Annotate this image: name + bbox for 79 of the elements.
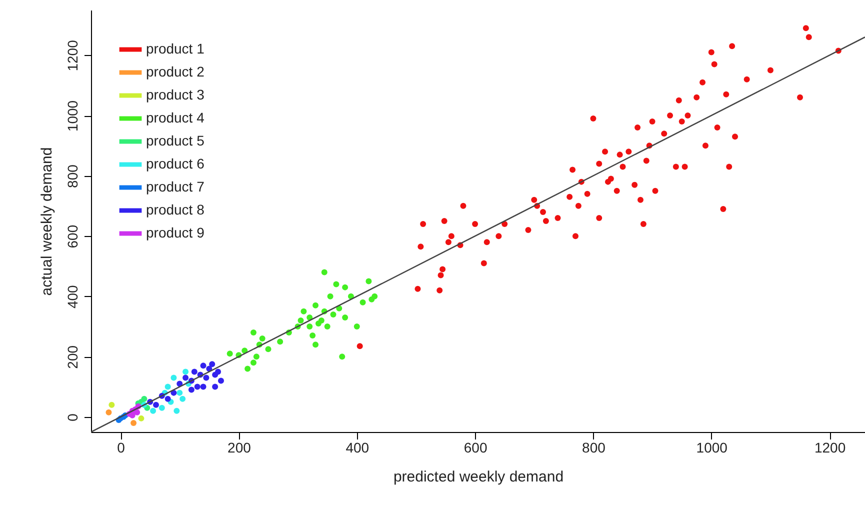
y-tick-label: 600 — [64, 224, 80, 248]
point — [200, 384, 206, 390]
point — [342, 314, 348, 320]
point — [298, 317, 304, 324]
y-tick-label: 800 — [64, 164, 80, 188]
y-tick-label: 1000 — [64, 100, 80, 132]
y-tick-label: 200 — [64, 345, 80, 369]
point — [354, 324, 360, 330]
point — [188, 386, 194, 393]
point — [366, 278, 372, 284]
point — [134, 409, 140, 416]
x-tick-label: 200 — [228, 440, 252, 456]
point — [372, 293, 378, 300]
legend-label: product 2 — [146, 64, 205, 80]
point — [300, 308, 307, 314]
point — [174, 408, 180, 414]
x-tick-label: 800 — [582, 440, 606, 456]
point — [244, 366, 251, 372]
legend-label: product 9 — [146, 224, 205, 240]
point — [277, 338, 284, 345]
point — [182, 368, 189, 375]
point — [318, 317, 324, 324]
point — [218, 378, 224, 384]
point — [250, 360, 256, 366]
point — [339, 354, 346, 360]
point — [327, 293, 334, 300]
point — [312, 342, 319, 348]
y-tick-label: 1200 — [64, 40, 80, 72]
y-tick-label: 0 — [64, 413, 80, 422]
point — [259, 336, 266, 342]
legend-label: product 7 — [146, 178, 205, 194]
legend-label: product 8 — [146, 202, 205, 218]
x-axis-title: predicted weekly demand — [393, 468, 564, 486]
point — [203, 374, 210, 381]
legend-label: product 4 — [146, 110, 205, 126]
point — [333, 281, 340, 288]
point — [215, 368, 222, 375]
point — [130, 420, 137, 426]
point — [250, 330, 256, 336]
point — [330, 311, 336, 318]
point — [312, 302, 319, 308]
point — [164, 396, 171, 402]
point — [265, 346, 272, 352]
legend-label: product 3 — [146, 86, 205, 102]
point — [108, 402, 115, 408]
point — [200, 362, 206, 369]
y-tick-label: 400 — [64, 284, 80, 309]
legend-label: product 6 — [146, 156, 205, 172]
y-axis-title: actual weekly demand — [38, 147, 56, 296]
point — [182, 374, 189, 381]
point — [138, 415, 144, 422]
point — [253, 354, 260, 360]
point — [141, 396, 148, 402]
point — [164, 384, 171, 390]
point — [176, 390, 183, 396]
point — [150, 408, 156, 414]
point — [106, 409, 112, 416]
x-tick-label: 1200 — [814, 440, 846, 456]
point — [226, 350, 233, 357]
legend-label: product 5 — [146, 132, 205, 148]
point — [152, 402, 159, 408]
point — [360, 299, 366, 306]
point — [158, 404, 165, 411]
point — [321, 269, 328, 276]
point — [180, 396, 186, 402]
point — [310, 332, 316, 339]
point — [170, 374, 177, 381]
point — [342, 284, 348, 290]
legend-label: product 1 — [146, 40, 205, 56]
point — [306, 324, 313, 330]
x-tick-label: 1000 — [696, 440, 728, 456]
point — [191, 368, 198, 375]
point — [194, 384, 200, 390]
x-tick-label: 600 — [464, 440, 488, 456]
x-tick-label: 400 — [346, 440, 370, 456]
x-tick-label: 0 — [117, 440, 126, 456]
point — [324, 324, 330, 330]
point — [212, 384, 218, 390]
point — [209, 361, 216, 368]
